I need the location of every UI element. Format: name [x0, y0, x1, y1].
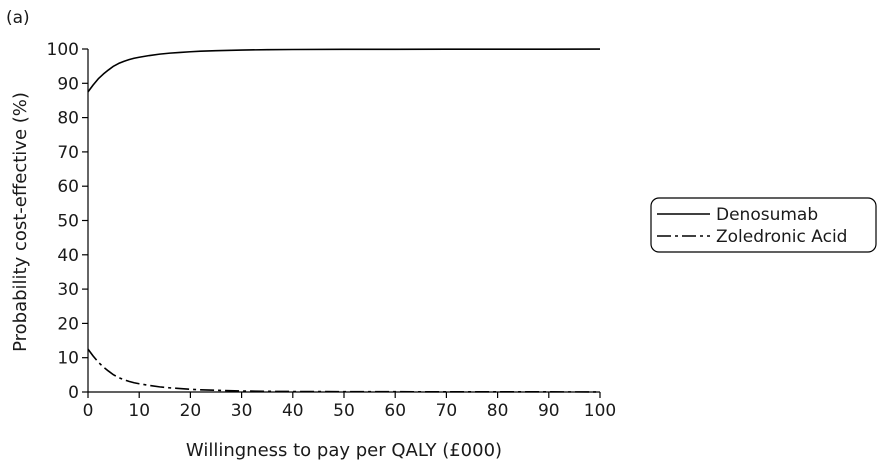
y-tick-label: 70	[57, 143, 79, 163]
y-axis-title: Probability cost-effective (%)	[10, 92, 31, 352]
x-tick-label: 40	[282, 401, 304, 421]
x-tick-label: 10	[128, 401, 150, 421]
x-tick-label: 60	[384, 401, 406, 421]
y-tick-label: 20	[57, 314, 79, 334]
y-tick-label: 80	[57, 109, 79, 129]
y-tick-label: 100	[47, 40, 79, 60]
legend-box	[650, 197, 877, 253]
x-tick-label: 50	[333, 401, 355, 421]
x-tick-label: 70	[436, 401, 458, 421]
y-tick-label: 0	[68, 383, 79, 403]
y-tick-label: 90	[57, 74, 79, 94]
x-tick-label: 30	[231, 401, 253, 421]
y-tick-label: 10	[57, 349, 79, 369]
x-tick-label: 20	[180, 401, 202, 421]
legend-label: Denosumab	[716, 205, 818, 225]
y-tick-label: 50	[57, 212, 79, 232]
plot-area: 0 10 20 30 40 50 60 70 80 90 100 0 10 20 30 40 50 60 70 80 9…	[47, 40, 617, 421]
x-axis-title: Willingness to pay per QALY (£000)	[186, 440, 502, 461]
y-tick-label: 40	[57, 246, 79, 266]
y-tick-label: 30	[57, 280, 79, 300]
legend-label: Zoledronic Acid	[716, 227, 847, 247]
x-tick-label: 0	[83, 401, 94, 421]
y-tick-label: 60	[57, 177, 79, 197]
x-tick-label: 80	[487, 401, 509, 421]
x-tick-label: 90	[538, 401, 560, 421]
x-tick-label: 100	[584, 401, 616, 421]
series-line-zoledronic-acid	[87, 348, 601, 393]
series-line-denosumab	[87, 48, 601, 93]
panel-label: (a)	[6, 8, 30, 28]
